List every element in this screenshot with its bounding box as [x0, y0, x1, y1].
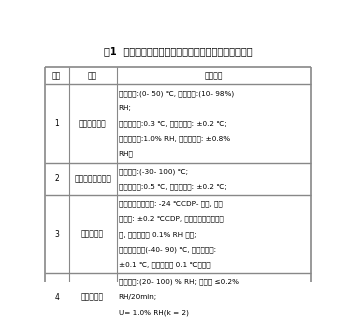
Text: 露点温度测量范围: -24 ℃CDP- 饱和, 测量: 露点温度测量范围: -24 ℃CDP- 饱和, 测量	[119, 201, 222, 207]
Text: 湿度均匀性:1.0% RH, 湿度波动度: ±0.8%: 湿度均匀性:1.0% RH, 湿度波动度: ±0.8%	[119, 135, 230, 142]
Text: ±0.1 ℃, 显示分辨率 0.1 ℃以上。: ±0.1 ℃, 显示分辨率 0.1 ℃以上。	[119, 261, 210, 268]
Text: 精密露点仪: 精密露点仪	[81, 230, 104, 239]
Text: U= 1.0% RH(k = 2): U= 1.0% RH(k = 2)	[119, 309, 189, 316]
Text: 温度范围:(0- 50) ℃, 湿度范围:(10- 98%): 温度范围:(0- 50) ℃, 湿度范围:(10- 98%)	[119, 90, 234, 96]
Text: 2: 2	[54, 174, 59, 183]
Text: 温度均匀性:0.5 ℃, 温度波动度: ±0.2 ℃;: 温度均匀性:0.5 ℃, 温度波动度: ±0.2 ℃;	[119, 183, 227, 190]
Text: RH;: RH;	[119, 105, 132, 111]
Text: 温湿度校验箱: 温湿度校验箱	[79, 119, 107, 128]
Text: 温度测量范围(-40- 90) ℃, 测量误差限:: 温度测量范围(-40- 90) ℃, 测量误差限:	[119, 246, 216, 253]
Text: RH/20min;: RH/20min;	[119, 294, 157, 300]
Text: 能, 显示分辨力 0.1% RH 以上;: 能, 显示分辨力 0.1% RH 以上;	[119, 231, 196, 238]
Text: 表1  记录仪输出值校准时使用的计量标准器及相关设备: 表1 记录仪输出值校准时使用的计量标准器及相关设备	[103, 47, 252, 56]
Text: 技术要求: 技术要求	[204, 71, 223, 81]
Text: 温度均匀性:0.3 ℃, 温度波动度: ±0.2 ℃;: 温度均匀性:0.3 ℃, 温度波动度: ±0.2 ℃;	[119, 120, 227, 127]
Text: RH。: RH。	[119, 151, 134, 157]
Text: 名称: 名称	[88, 71, 97, 81]
Text: 湿度范围:(20- 100) % RH; 稳定度 ≤0.2%: 湿度范围:(20- 100) % RH; 稳定度 ≤0.2%	[119, 279, 239, 285]
Text: 3: 3	[54, 230, 59, 239]
Text: 误差限: ±0.2 ℃CDP, 具有相对湿度显示功: 误差限: ±0.2 ℃CDP, 具有相对湿度显示功	[119, 216, 223, 223]
Text: 4: 4	[54, 293, 59, 302]
Text: 湿度发生器: 湿度发生器	[81, 293, 104, 302]
Text: 温度范围:(-30- 100) ℃;: 温度范围:(-30- 100) ℃;	[119, 168, 188, 175]
Text: 序号: 序号	[52, 71, 61, 81]
Text: 1: 1	[54, 119, 59, 128]
Text: 高精度温度检定箱: 高精度温度检定箱	[74, 174, 111, 183]
